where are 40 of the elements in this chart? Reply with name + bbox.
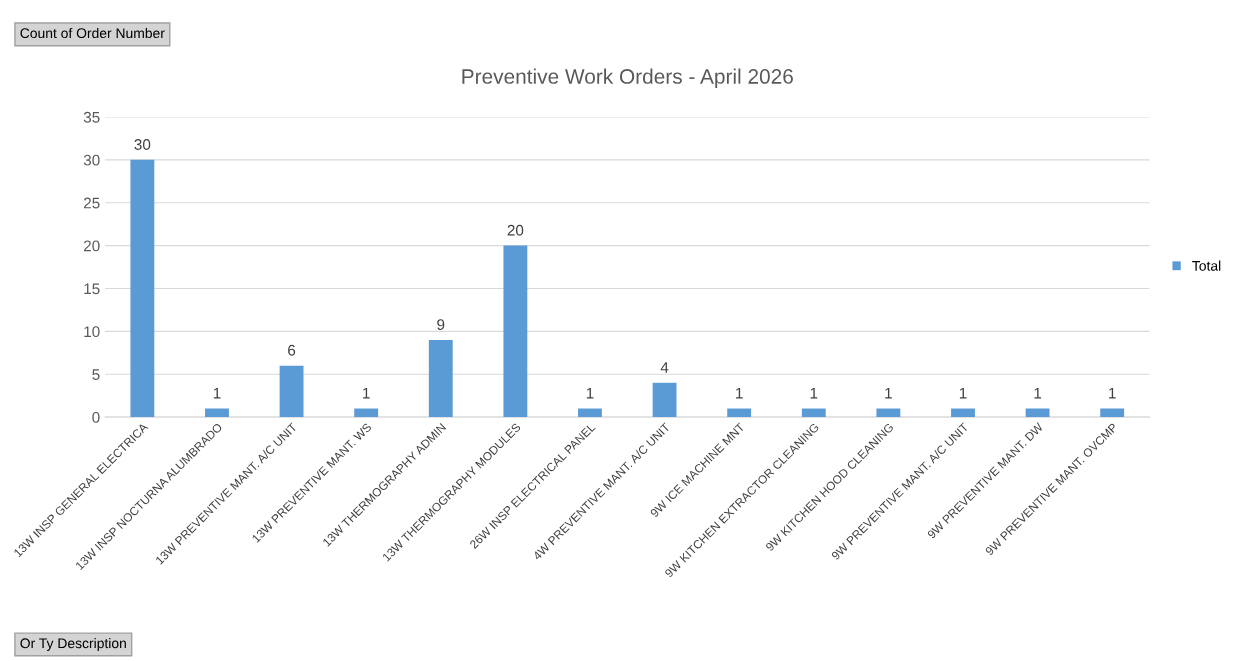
data-label: 1 [810,387,818,399]
bar [801,408,826,418]
bar [652,382,677,418]
y-tick-label: 35 [83,111,100,123]
bar [876,408,901,418]
text: Or Ty Description [20,638,126,651]
data-label: 4 [660,362,669,373]
data-label: 1 [363,387,370,399]
y-tick-label: 5 [92,369,100,380]
data-label: 9 [437,319,445,330]
bar [354,408,379,418]
y-tick-label: 10 [84,326,100,338]
y-tick-label: 25 [83,197,100,209]
chart-title: Preventive Work Orders - April 2026 [462,68,793,88]
bar [1100,408,1125,418]
data-label: 1 [586,387,594,399]
y-tick-label: 15 [84,283,100,295]
data-label: 1 [1034,387,1042,399]
bar [205,408,229,418]
data-label: 30 [134,139,151,150]
data-label: 20 [507,224,524,236]
bar [951,408,975,418]
y-tick-label: 0 [92,411,100,423]
bar [1025,408,1050,418]
y-tick-label: 20 [83,240,100,252]
bar [428,339,453,418]
data-label: 1 [213,387,221,399]
bar [503,245,528,418]
bar [130,159,155,418]
data-label: 1 [885,387,892,399]
bar [727,408,752,418]
legend-label: Total [1192,260,1221,271]
data-label: 1 [1109,387,1116,399]
data-label: 1 [736,387,743,399]
data-label: 1 [959,387,967,399]
bar [578,408,602,418]
bar [279,365,304,418]
text: Count of Order Number [20,27,165,39]
data-label: 6 [288,344,296,356]
y-tick-label: 30 [83,154,100,166]
